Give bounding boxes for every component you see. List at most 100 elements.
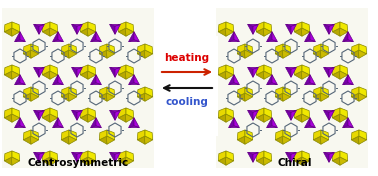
Polygon shape [134,32,139,42]
Polygon shape [286,110,291,120]
Polygon shape [125,71,134,79]
Polygon shape [50,157,58,165]
Polygon shape [91,118,96,128]
Polygon shape [118,65,126,75]
Polygon shape [294,65,302,75]
Polygon shape [286,152,291,162]
Polygon shape [321,130,329,140]
Text: Centrosymmetric: Centrosymmetric [27,158,129,168]
Polygon shape [329,152,335,162]
Polygon shape [286,24,291,34]
Polygon shape [53,32,58,42]
Polygon shape [145,87,153,97]
Polygon shape [68,50,77,58]
Polygon shape [256,71,265,79]
Polygon shape [144,50,153,58]
Polygon shape [118,71,127,79]
Polygon shape [248,67,259,69]
Polygon shape [126,22,134,32]
Polygon shape [282,50,291,58]
Polygon shape [358,136,367,144]
Polygon shape [107,44,115,54]
Polygon shape [91,126,101,128]
Polygon shape [91,75,96,85]
Polygon shape [129,126,139,128]
Polygon shape [272,118,277,128]
Polygon shape [339,28,348,36]
Polygon shape [80,71,88,79]
Polygon shape [31,87,39,97]
Polygon shape [294,114,302,122]
Polygon shape [96,118,101,128]
Polygon shape [31,50,39,58]
Polygon shape [226,151,234,161]
Polygon shape [39,24,44,34]
Polygon shape [237,50,246,58]
Polygon shape [294,108,302,118]
Polygon shape [266,32,272,42]
Polygon shape [339,157,348,165]
Polygon shape [266,40,277,42]
Polygon shape [301,28,310,36]
Polygon shape [50,22,58,32]
Polygon shape [348,118,353,128]
Polygon shape [275,130,283,140]
Polygon shape [282,93,291,101]
Polygon shape [129,32,134,42]
Polygon shape [351,136,359,144]
Polygon shape [61,93,70,101]
Polygon shape [305,40,315,42]
Polygon shape [4,108,12,118]
Polygon shape [275,136,284,144]
Polygon shape [4,65,12,75]
Polygon shape [4,114,12,122]
Polygon shape [87,157,96,165]
Polygon shape [23,50,31,58]
Polygon shape [245,130,253,140]
Polygon shape [324,24,329,34]
Polygon shape [248,152,253,162]
Polygon shape [264,108,272,118]
Polygon shape [42,22,50,32]
Polygon shape [125,157,134,165]
Polygon shape [218,108,226,118]
Polygon shape [118,114,127,122]
Polygon shape [134,75,139,85]
Polygon shape [31,93,39,101]
Polygon shape [256,114,265,122]
Polygon shape [144,136,153,144]
Polygon shape [15,83,25,85]
Polygon shape [15,126,25,128]
Polygon shape [88,151,96,161]
Polygon shape [245,93,253,101]
Polygon shape [15,40,25,42]
Polygon shape [253,67,259,77]
Polygon shape [359,130,367,140]
Polygon shape [71,24,82,26]
Polygon shape [324,152,335,154]
Polygon shape [137,44,145,54]
Polygon shape [266,75,272,85]
Polygon shape [20,32,25,42]
Polygon shape [275,50,284,58]
Polygon shape [34,67,44,69]
Polygon shape [99,130,107,140]
Polygon shape [218,157,226,165]
Polygon shape [218,28,226,36]
Polygon shape [126,151,134,161]
Polygon shape [11,28,20,36]
Polygon shape [91,40,101,42]
Polygon shape [110,110,121,112]
Polygon shape [20,118,25,128]
Polygon shape [80,114,88,122]
Polygon shape [310,118,315,128]
Polygon shape [294,157,302,165]
Polygon shape [248,110,259,112]
Polygon shape [126,65,134,75]
Polygon shape [218,71,226,79]
Polygon shape [53,75,58,85]
Polygon shape [77,67,82,77]
Polygon shape [305,32,310,42]
Polygon shape [96,32,101,42]
Polygon shape [69,44,77,54]
